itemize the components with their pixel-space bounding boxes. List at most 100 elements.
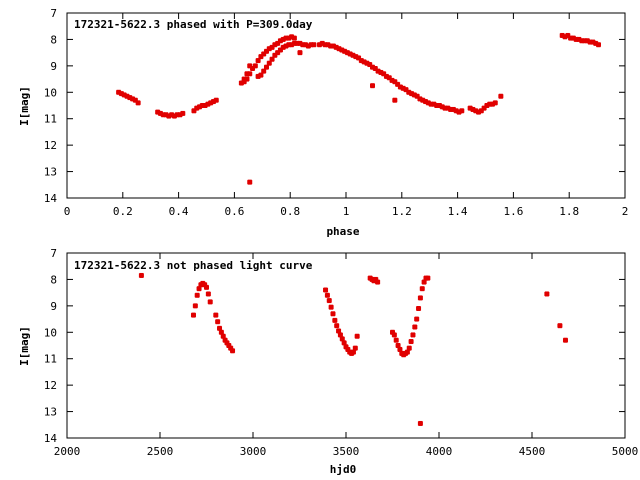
unphased-y-axis-label: I[mag] (18, 326, 31, 366)
unphased-x-tick-labels: 2000 2500 3000 3500 4000 4500 5000 (54, 445, 639, 458)
phased-chart-title: 172321-5622.3 phased with P=309.0day (74, 18, 313, 31)
phased-data-point (481, 105, 487, 111)
phased-light-curve-panel: 0 0.2 0.4 0.6 0.8 1 1.2 1.4 1.6 1.8 2 7 8 9 10 11 12 13 1… (18, 7, 628, 238)
phased-data-point (478, 108, 484, 114)
phased-data-point (294, 40, 300, 46)
phased-data-point (163, 112, 169, 118)
unphased-light-curve-panel: 2000 2500 3000 3500 4000 4500 5000 7 8 9 10 11 12 13… (18, 247, 638, 476)
phased-data-point (448, 106, 454, 112)
phased-data-point (347, 51, 353, 57)
unphased-data-point (373, 276, 379, 282)
phased-data-point (378, 69, 384, 75)
phased-data-point (573, 36, 579, 42)
phased-data-point (442, 105, 448, 111)
phased-data-point (361, 59, 367, 65)
phased-data-point (263, 64, 269, 70)
phased-data-point (160, 112, 166, 118)
phased-data-point (252, 63, 258, 69)
phased-data-point (342, 48, 348, 54)
phased-data-point (241, 79, 247, 85)
phased-data-point (210, 99, 216, 105)
unphased-data-point (190, 312, 196, 318)
unphased-data-point (345, 346, 351, 352)
unphased-data-point (410, 332, 416, 338)
unphased-data-point (328, 304, 334, 310)
phased-data-point (177, 112, 183, 118)
phased-data-point (381, 71, 387, 77)
phased-data-point (453, 108, 459, 114)
unphased-data-point (395, 343, 401, 348)
phased-data-point (258, 54, 264, 60)
phased-data-point (286, 35, 292, 41)
phased-data-point (395, 81, 401, 87)
phased-data-point (330, 43, 336, 49)
phased-data-point (439, 104, 445, 110)
phased-data-point (269, 44, 275, 50)
phased-data-point (205, 101, 211, 107)
phased-x-tick-label: 1.6 (503, 205, 523, 218)
phased-data-point (470, 106, 476, 112)
phased-data-point (199, 103, 205, 108)
phased-data-point (570, 35, 576, 41)
phased-x-tick-label: 1.4 (448, 205, 468, 218)
phased-data-point (191, 108, 197, 114)
unphased-data-point (350, 349, 356, 355)
unphased-data-point (220, 333, 226, 339)
phased-data-point (118, 91, 124, 97)
phased-data-point (277, 47, 283, 53)
phased-data-point (595, 42, 601, 48)
phased-data-point (124, 93, 130, 99)
phased-data-point (333, 44, 339, 50)
unphased-data-point (138, 272, 144, 278)
phased-x-tick-label: 1.2 (392, 205, 412, 218)
phased-data-point (194, 105, 200, 111)
phased-y-tick-label: 14 (44, 192, 58, 205)
phased-data-point (308, 42, 314, 48)
phased-data-point (291, 40, 297, 46)
unphased-data-point (217, 325, 223, 331)
phased-data-point (300, 42, 306, 48)
phased-data-point (423, 99, 429, 105)
phased-data-point (130, 96, 136, 102)
phased-data-point (406, 89, 412, 95)
phased-data-point (166, 113, 172, 119)
phased-data-point (356, 55, 362, 61)
unphased-data-point (421, 279, 427, 285)
phased-data-point (459, 108, 465, 114)
phased-data-point (280, 44, 286, 50)
unphased-data-point (341, 340, 347, 346)
phased-data-point (375, 68, 381, 74)
phased-data-point (584, 38, 590, 44)
unphased-x-tick-label: 5000 (612, 445, 639, 458)
phased-data-point (280, 36, 286, 42)
unphased-data-point (343, 344, 349, 350)
phased-data-point (135, 100, 141, 106)
unphased-y-tick-label: 11 (44, 353, 57, 366)
unphased-data-point (323, 287, 329, 293)
phased-data-point (132, 97, 138, 103)
phased-data-point (579, 38, 585, 44)
phased-y-tick-label: 13 (44, 166, 57, 179)
unphased-data-point (204, 284, 209, 290)
phased-data-point (263, 48, 269, 54)
phased-data-point (255, 58, 261, 64)
phased-data-point (450, 106, 456, 112)
phased-data-point (492, 100, 498, 106)
unphased-data-point (354, 333, 360, 339)
phased-data-point (283, 43, 289, 49)
phased-y-tick-label: 7 (50, 7, 57, 20)
phased-data-point (593, 40, 599, 46)
phased-data-point (473, 108, 479, 114)
phased-data-point (247, 71, 253, 77)
phased-data-point (372, 66, 378, 71)
unphased-data-point (202, 282, 208, 288)
phased-x-tick-labels: 0 0.2 0.4 0.6 0.8 1 1.2 1.4 1.6 1.8 2 (64, 205, 629, 218)
unphased-data-point (228, 345, 234, 351)
phased-data-point (590, 39, 596, 45)
phased-data-point (344, 50, 350, 56)
phased-data-point (261, 68, 267, 74)
unphased-data-point (375, 279, 381, 285)
unphased-x-tick-label: 2500 (147, 445, 174, 458)
phased-data-point (339, 47, 345, 53)
